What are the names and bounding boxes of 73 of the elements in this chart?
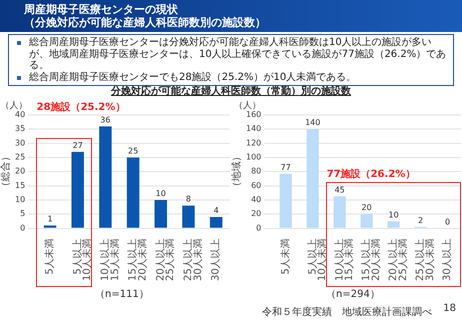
x-tick-label: 5人未満 bbox=[44, 238, 56, 275]
bar bbox=[154, 200, 168, 228]
bar bbox=[126, 157, 140, 228]
x-tick-label: 25人以上 30人未満 bbox=[414, 238, 436, 282]
y-tick-label: 20 bbox=[14, 166, 26, 176]
y-tick-label: 30 bbox=[14, 138, 26, 148]
y-tick-label: 100 bbox=[246, 152, 262, 162]
y-tick-label: 0 bbox=[256, 223, 262, 232]
y-tick-label: 5 bbox=[20, 209, 26, 218]
y-tick-label: 140 bbox=[246, 124, 262, 134]
x-tick-label: 30人以上 bbox=[210, 238, 222, 282]
chart-subtitle: （分娩対応が可能な産婦人科医師数別の施設数） bbox=[24, 16, 267, 29]
x-tick-label: 10人以上 15人未満 bbox=[98, 238, 121, 282]
data-label: 140 bbox=[305, 118, 320, 128]
y-tick-label: 0 bbox=[20, 223, 26, 232]
x-tick-label: 30人以上 bbox=[441, 238, 454, 282]
x-tick-label: 25人以上 30人未満 bbox=[182, 238, 204, 282]
data-label: 25 bbox=[128, 146, 138, 156]
data-label: 20 bbox=[362, 203, 372, 212]
y-tick-label: 15 bbox=[14, 180, 26, 190]
y-tick-label: 40 bbox=[14, 110, 26, 120]
y-tick-label: 35 bbox=[14, 124, 26, 134]
text: （人） bbox=[234, 100, 262, 111]
text: （n=111） bbox=[95, 288, 149, 301]
bar bbox=[360, 214, 373, 228]
bar bbox=[71, 152, 84, 228]
y-tick-label: 160 bbox=[246, 110, 262, 120]
y-axis-title: （地域） bbox=[230, 152, 243, 192]
data-label: 10 bbox=[156, 189, 166, 198]
chart-title: 周産期母子医療センターの現状 bbox=[24, 3, 179, 16]
y-axis-title: （総合） bbox=[0, 152, 12, 192]
x-tick-label: 20人以上 25人未満 bbox=[387, 238, 409, 282]
bar bbox=[334, 196, 346, 228]
data-label: 36 bbox=[100, 115, 110, 124]
bar bbox=[210, 216, 222, 228]
text: 28施設（25.2%） bbox=[36, 102, 126, 114]
text: 令和５年度実績 地域医療計画課調べ bbox=[262, 306, 432, 319]
x-tick-label: 15人以上 20人未満 bbox=[126, 238, 148, 282]
data-label: 4 bbox=[214, 206, 219, 216]
data-label: 45 bbox=[334, 185, 345, 194]
y-tick-label: 60 bbox=[251, 180, 262, 190]
text: 18 bbox=[443, 303, 456, 314]
data-label: 0 bbox=[444, 217, 450, 226]
data-label: 8 bbox=[186, 194, 192, 204]
y-tick-label: 120 bbox=[246, 138, 262, 148]
x-tick-label: 20人以上 25人未満 bbox=[154, 238, 176, 282]
annotation: 77施設（26.2%） bbox=[326, 169, 416, 182]
text: 総合周産期母子医療センターは分娩対応が可能な産婦人科医師数は10人以上の施設が多いが、地域周産期母子医療センターは、10人以上確保できている施設が77施設（26.2%）である。 bbox=[29, 37, 446, 71]
data-label: 1 bbox=[47, 214, 53, 224]
x-tick-label: 10人以上 15人未満 bbox=[333, 238, 356, 282]
chart-title: 分娩対応が可能な産婦人科医師数（常勤）別の施設数 bbox=[110, 86, 352, 98]
y-tick-label: 20 bbox=[251, 209, 262, 218]
x-tick-label: 5人以上 10人未満 bbox=[306, 238, 328, 282]
bar bbox=[99, 126, 112, 228]
data-label: 10 bbox=[388, 210, 399, 220]
x-tick-label: 5人未満 bbox=[279, 238, 292, 275]
x-tick-label: 15人以上 20人未満 bbox=[360, 238, 382, 282]
text: 総合周産期母子医療センターでも28施設（25.2%）が10人未満である。 bbox=[29, 72, 356, 82]
bar bbox=[182, 206, 195, 228]
data-label: 2 bbox=[418, 216, 424, 225]
y-tick-label: 25 bbox=[14, 152, 26, 162]
y-tick-label: 80 bbox=[251, 166, 262, 176]
data-label: 27 bbox=[72, 140, 83, 150]
y-tick-label: 40 bbox=[251, 195, 262, 204]
x-tick-label: 5人以上 10人未満 bbox=[71, 238, 94, 282]
text: （n=294） bbox=[326, 288, 380, 301]
bar bbox=[280, 174, 292, 228]
bar bbox=[306, 129, 319, 228]
data-label: 77 bbox=[280, 162, 291, 172]
y-tick-label: 10 bbox=[14, 195, 26, 204]
bar bbox=[44, 225, 56, 228]
text: （人） bbox=[0, 100, 28, 111]
bar bbox=[388, 221, 400, 228]
